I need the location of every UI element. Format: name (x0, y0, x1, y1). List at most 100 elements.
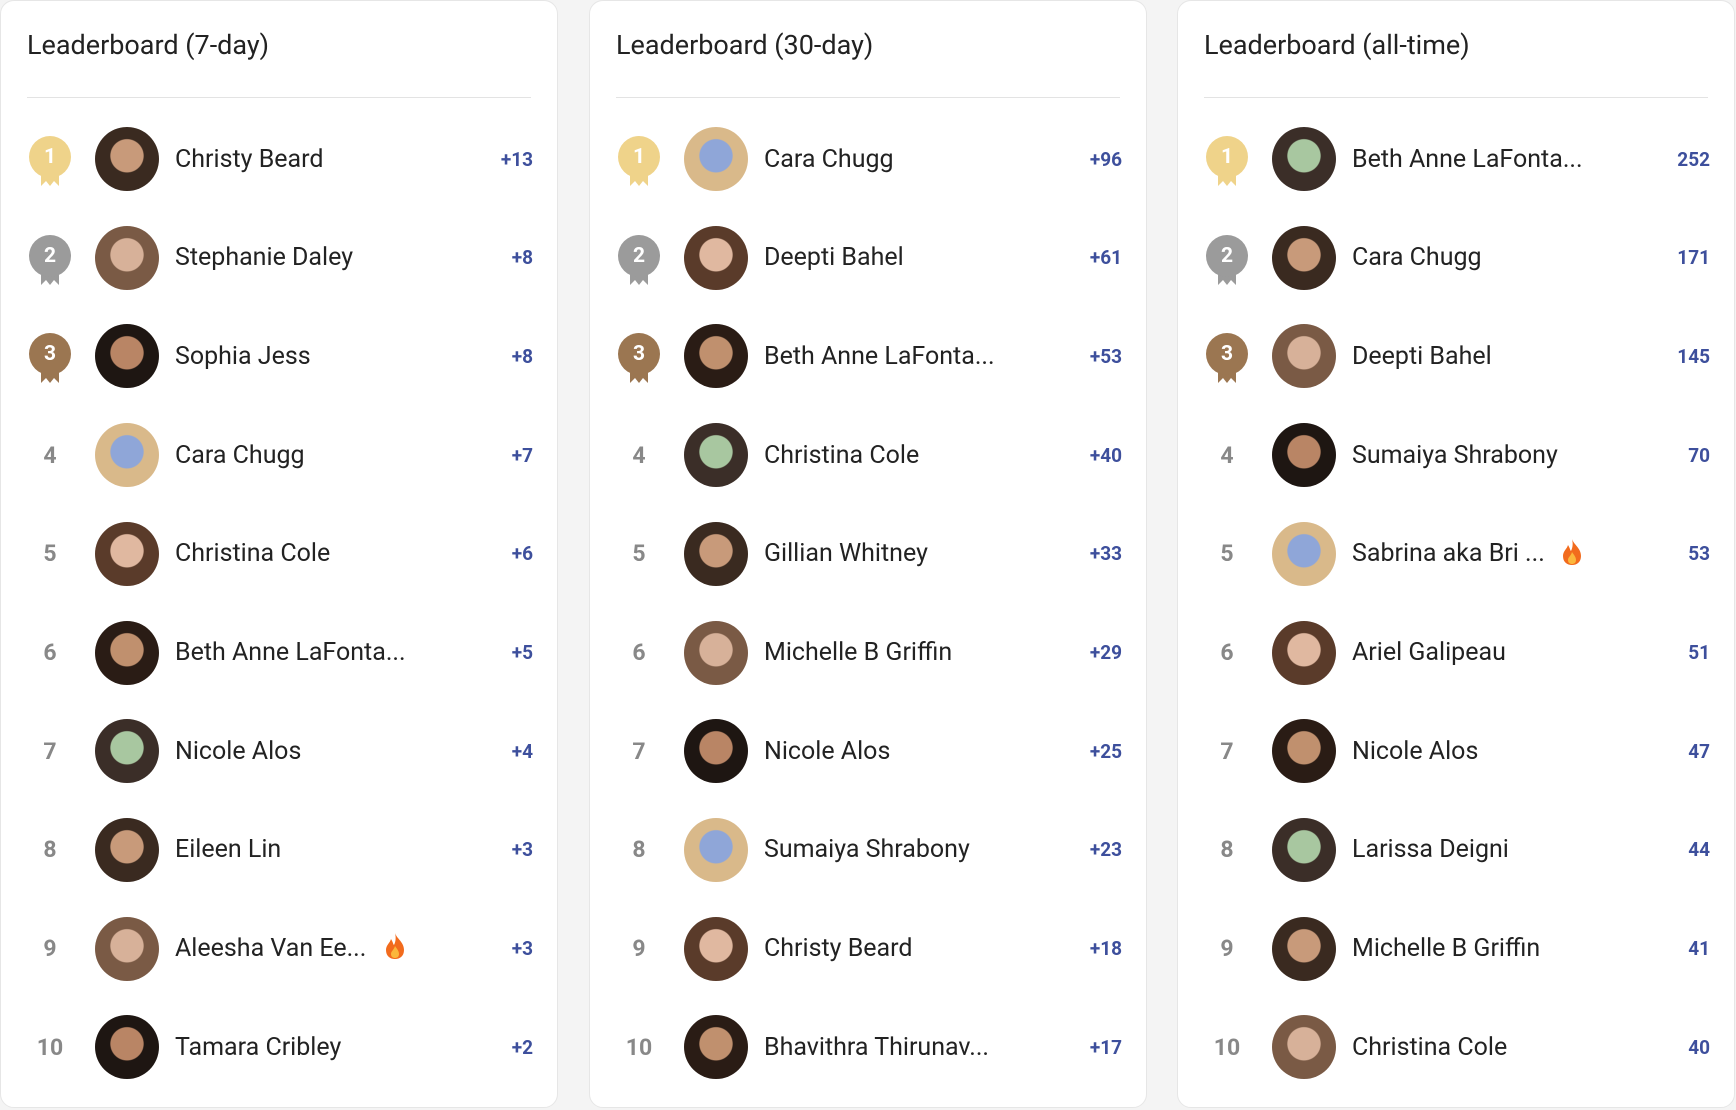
user-name: Christy Beard (764, 934, 913, 964)
rank-number: 7 (1220, 737, 1234, 765)
leaderboard-row: 1 Beth Anne LaFonta... 252 (1178, 110, 1734, 208)
rank-number: 4 (1220, 441, 1234, 469)
divider (27, 97, 531, 98)
score: +18 (1089, 937, 1122, 961)
score: 44 (1688, 838, 1710, 862)
score: 51 (1688, 641, 1710, 664)
rank-number: 1 (43, 145, 57, 169)
user-name: Cara Chugg (1352, 243, 1482, 273)
avatar (95, 127, 159, 191)
medal-icon (1206, 234, 1248, 285)
rank-number: 9 (43, 935, 57, 963)
avatar (1272, 225, 1336, 290)
user-name: Eileen Lin (175, 835, 282, 865)
score: 47 (1688, 739, 1710, 763)
avatar (95, 620, 159, 685)
leaderboard-row: 3 Sophia Jess +8 (1, 307, 557, 405)
leaderboard-row: 9 Christy Beard +18 (590, 900, 1146, 998)
user-name: Nicole Alos (175, 736, 302, 766)
rank-number: 9 (632, 935, 646, 963)
user-name: Gillian Whitney (764, 539, 928, 569)
rank-number: 5 (43, 540, 57, 568)
avatar (684, 620, 748, 685)
leaderboard-row: 6 Beth Anne LaFonta... +5 (1, 604, 557, 702)
avatar (95, 521, 159, 586)
score: +7 (511, 443, 533, 467)
leaderboard-row: 6 Ariel Galipeau 51 (1178, 604, 1734, 702)
avatar (95, 1015, 159, 1080)
user-name: Beth Anne LaFonta... (175, 638, 406, 667)
user-name: Deepti Bahel (764, 243, 904, 273)
rank-number: 10 (625, 1033, 653, 1061)
leaderboard-row: 2 Deepti Bahel +61 (590, 209, 1146, 307)
rank-number: 7 (632, 737, 646, 765)
rank-number: 1 (1220, 145, 1234, 169)
rank-number: 3 (1220, 342, 1234, 367)
user-name: Beth Anne LaFonta... (764, 341, 995, 371)
rank-number: 3 (43, 342, 57, 367)
user-name: Beth Anne LaFonta... (1352, 144, 1583, 174)
avatar (1272, 719, 1336, 784)
user-name: Cara Chugg (764, 144, 894, 174)
leaderboard-row: 10 Tamara Cribley +2 (1, 998, 557, 1096)
leaderboard-row: 2 Stephanie Daley +8 (1, 209, 557, 307)
user-name: Christy Beard (175, 144, 324, 174)
avatar (684, 127, 748, 191)
avatar (684, 1015, 748, 1080)
score: 70 (1688, 443, 1710, 467)
leaderboard-row: 10 Bhavithra Thirunav... +17 (590, 998, 1146, 1096)
user-name: Sumaiya Shrabony (764, 835, 970, 865)
score: +4 (511, 739, 533, 763)
user-name: Sabrina aka Bri ... (1352, 539, 1545, 569)
leaderboard-row: 5 Sabrina aka Bri ... 53 (1178, 505, 1734, 603)
rank-number: 6 (43, 639, 57, 666)
leaderboard-panel: Leaderboard (7-day) 1 Christy Beard +13 2 St… (0, 0, 558, 1108)
user-name: Cara Chugg (175, 440, 305, 470)
rank-number: 8 (1220, 836, 1234, 864)
leaderboard-panel: Leaderboard (30-day) 1 Cara Chugg +96 2 Deep… (589, 0, 1147, 1108)
avatar (1272, 916, 1336, 981)
avatar (684, 423, 748, 488)
score: +17 (1089, 1035, 1122, 1059)
score: 40 (1688, 1035, 1710, 1059)
user-name: Michelle B Griffin (1352, 934, 1541, 964)
avatar (95, 423, 159, 488)
avatar (1272, 127, 1336, 191)
medal-icon (1206, 136, 1248, 186)
avatar (95, 916, 159, 981)
rank-number: 7 (43, 737, 57, 765)
fire-icon (1563, 539, 1581, 565)
rank-number: 4 (632, 441, 646, 469)
avatar (1272, 423, 1336, 488)
leaderboard-row: 9 Aleesha Van Ee... +3 (1, 900, 557, 998)
leaderboard-row: 6 Michelle B Griffin +29 (590, 604, 1146, 702)
rank-number: 4 (43, 441, 57, 469)
avatar (1272, 620, 1336, 685)
leaderboard-row: 8 Sumaiya Shrabony +23 (590, 801, 1146, 899)
score: 53 (1688, 542, 1710, 566)
divider (1204, 97, 1708, 98)
leaderboard-row: 8 Larissa Deigni 44 (1178, 801, 1734, 899)
user-name: Stephanie Daley (175, 243, 354, 273)
user-name: Christina Cole (175, 539, 331, 569)
avatar (1272, 817, 1336, 882)
leaderboard-row: 1 Cara Chugg +96 (590, 110, 1146, 208)
avatar (95, 719, 159, 784)
leaderboard-row: 5 Gillian Whitney +33 (590, 505, 1146, 603)
score: +2 (511, 1035, 533, 1059)
score: +3 (511, 937, 533, 961)
score: +3 (511, 838, 533, 862)
score: +25 (1089, 739, 1122, 763)
rank-number: 2 (43, 243, 57, 268)
score: +6 (511, 542, 533, 566)
avatar (684, 817, 748, 882)
leaderboard-row: 4 Cara Chugg +7 (1, 406, 557, 504)
score: +8 (511, 344, 533, 368)
rank-number: 6 (632, 639, 646, 666)
score: 41 (1688, 937, 1710, 961)
score: +8 (511, 246, 533, 270)
score: +61 (1089, 246, 1122, 270)
leaderboard-row: 9 Michelle B Griffin 41 (1178, 900, 1734, 998)
score: +23 (1089, 838, 1122, 862)
